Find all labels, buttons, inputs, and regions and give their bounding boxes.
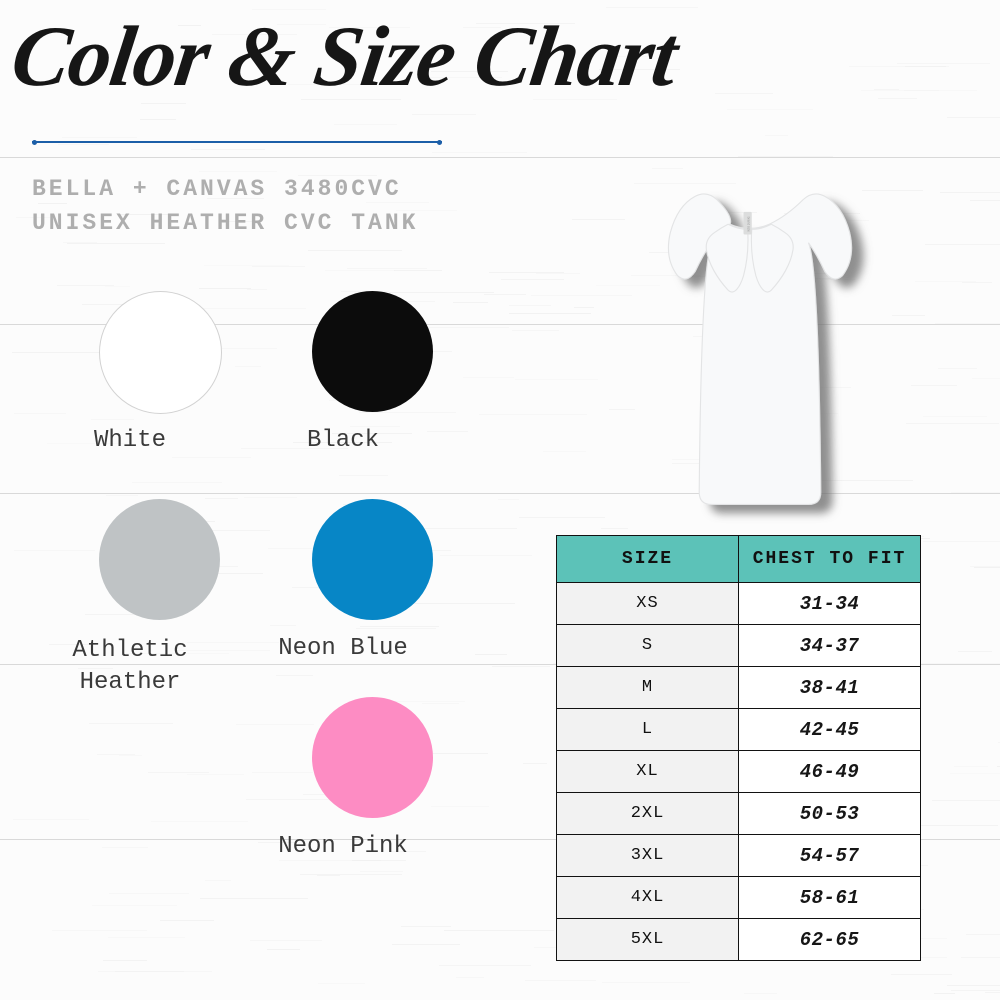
svg-text:brand size: brand size [747, 217, 751, 232]
